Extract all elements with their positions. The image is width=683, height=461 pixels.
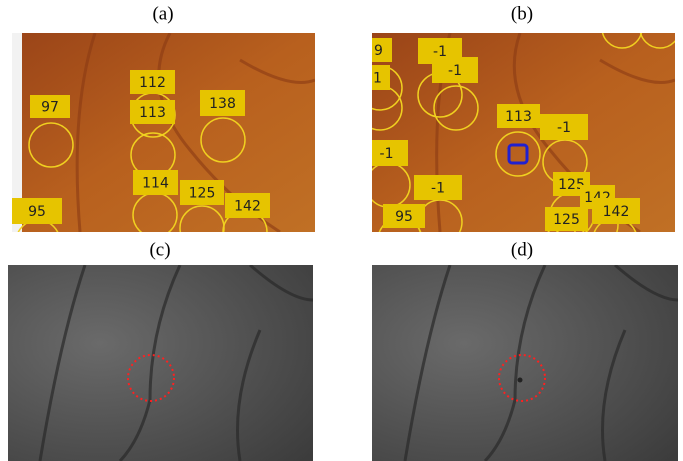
tag-label: 125 [553, 212, 580, 228]
panel-label: (b) [511, 3, 533, 24]
tag-label: 113 [139, 105, 166, 121]
tag-label: 138 [209, 96, 236, 112]
panel-a: 97 112 113 138 114 125 142 95 [12, 33, 315, 264]
tag-label: 142 [234, 199, 261, 215]
tag-label: 95 [28, 204, 46, 220]
tag-label: 142 [603, 204, 630, 220]
tag-label: 125 [189, 186, 216, 202]
panel-label: (c) [149, 239, 170, 260]
tag-label: 114 [142, 176, 169, 192]
tag-label: 97 [41, 100, 59, 116]
panel-d [372, 265, 678, 461]
tag-label: 9 [374, 43, 383, 59]
tag-label: -1 [448, 63, 462, 79]
figure: (a) (b) (c) (d) 97 112 113 138 114 125 142 95 9… [0, 0, 683, 461]
tag-label: 1 [373, 71, 382, 87]
tag-label: -1 [380, 146, 394, 162]
panel-label: (d) [511, 239, 533, 260]
tag-label: 113 [505, 109, 532, 125]
tag-label: 95 [395, 209, 413, 225]
tag-label: -1 [557, 120, 571, 136]
tag-label: 112 [139, 75, 166, 91]
panel-c [8, 265, 313, 461]
tag-label: -1 [431, 181, 445, 197]
panel-label: (a) [152, 3, 173, 24]
